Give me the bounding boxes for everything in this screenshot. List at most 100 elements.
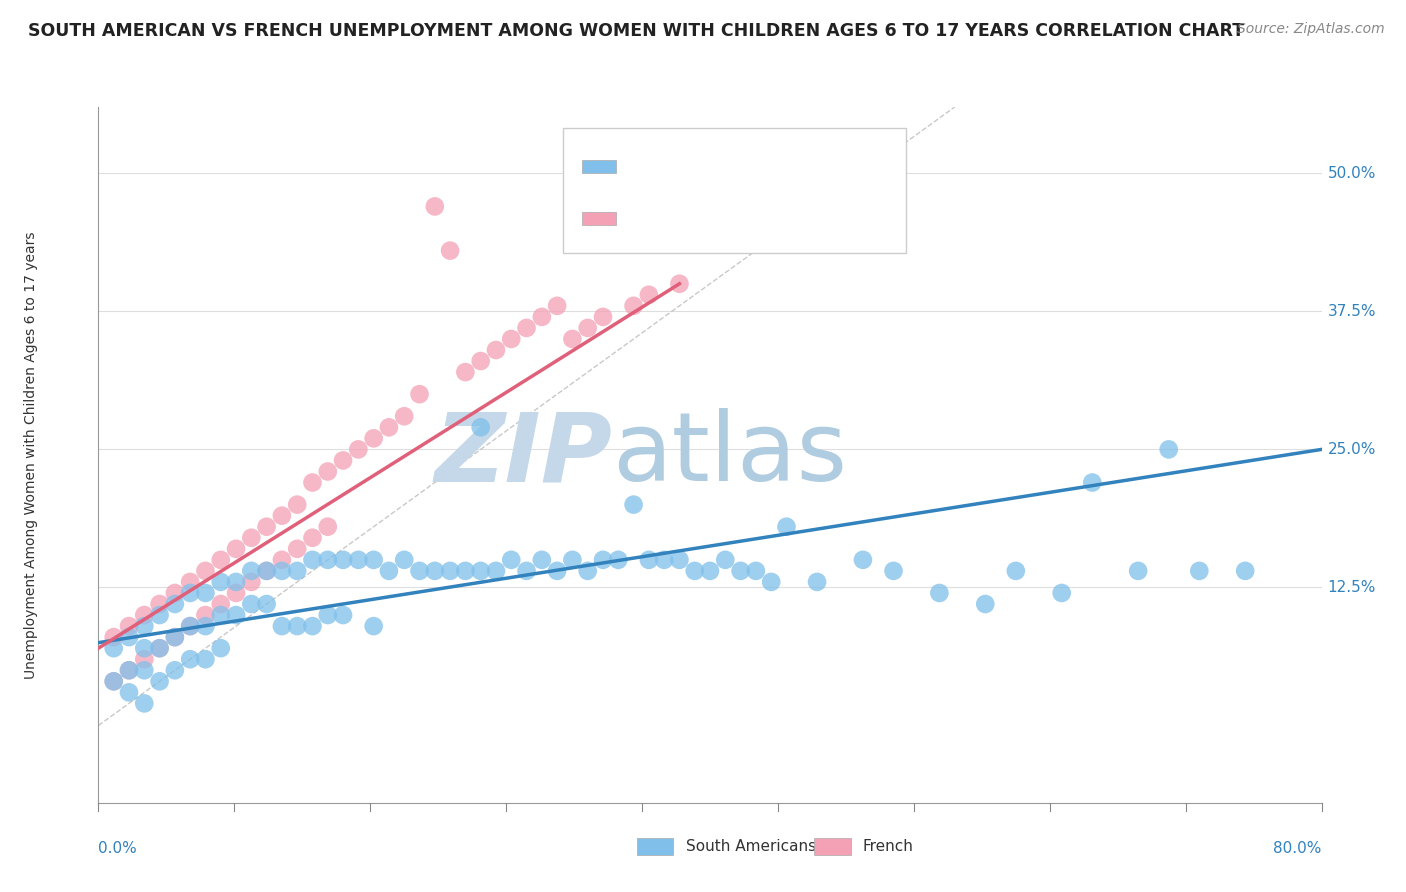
Point <box>285 564 308 578</box>
Point <box>103 630 125 644</box>
Text: 12.5%: 12.5% <box>1327 580 1376 595</box>
Point <box>209 574 232 589</box>
Text: South Americans: South Americans <box>686 838 815 854</box>
Point <box>546 299 568 313</box>
Point <box>149 641 172 656</box>
Text: Unemployment Among Women with Children Ages 6 to 17 years: Unemployment Among Women with Children A… <box>24 231 38 679</box>
Point <box>256 519 278 533</box>
Point <box>561 553 583 567</box>
Point <box>134 608 156 623</box>
Point <box>852 553 875 567</box>
Point <box>103 641 125 656</box>
Point <box>363 619 385 633</box>
Point <box>301 531 323 545</box>
Point <box>270 619 292 633</box>
Point <box>363 431 385 445</box>
Point <box>240 574 263 589</box>
Point <box>745 564 768 578</box>
Point <box>163 586 186 600</box>
Point <box>209 608 232 623</box>
Point <box>118 663 141 677</box>
Point <box>775 519 797 533</box>
Point <box>103 674 125 689</box>
Point <box>623 498 645 512</box>
FancyBboxPatch shape <box>564 128 905 253</box>
Text: 50.0%: 50.0% <box>1327 166 1376 181</box>
Point <box>592 310 614 324</box>
Point <box>485 564 508 578</box>
Point <box>103 674 125 689</box>
Point <box>576 564 599 578</box>
Point <box>256 564 278 578</box>
Point <box>209 553 232 567</box>
Point <box>470 420 492 434</box>
Point <box>301 475 323 490</box>
Point <box>1128 564 1150 578</box>
Point <box>1188 564 1211 578</box>
Point <box>316 608 339 623</box>
Point <box>301 553 323 567</box>
Bar <box>814 838 851 855</box>
Point <box>454 564 477 578</box>
Point <box>118 685 141 699</box>
Point <box>118 630 141 644</box>
Point <box>149 641 172 656</box>
Point <box>1081 475 1104 490</box>
Point <box>530 310 553 324</box>
Point <box>316 553 339 567</box>
Point <box>194 564 217 578</box>
Point <box>714 553 737 567</box>
Point <box>240 531 263 545</box>
Point <box>637 553 661 567</box>
Point <box>347 553 370 567</box>
Point <box>928 586 950 600</box>
Point <box>423 564 446 578</box>
Point <box>530 553 553 567</box>
Point <box>347 442 370 457</box>
Point <box>806 574 828 589</box>
Point <box>179 619 201 633</box>
Point <box>316 519 339 533</box>
Point <box>623 299 645 313</box>
Point <box>454 365 477 379</box>
Point <box>516 564 538 578</box>
Text: French: French <box>863 838 914 854</box>
Point <box>225 574 247 589</box>
Point <box>134 641 156 656</box>
Point <box>225 541 247 556</box>
Bar <box>637 838 673 855</box>
Point <box>501 553 523 567</box>
Point <box>408 564 430 578</box>
Point <box>668 553 690 567</box>
Point <box>439 564 461 578</box>
Point <box>652 553 675 567</box>
Point <box>118 663 141 677</box>
Point <box>378 420 401 434</box>
Point <box>209 641 232 656</box>
Point <box>485 343 508 357</box>
Point <box>179 619 201 633</box>
Point <box>607 553 630 567</box>
Point <box>240 597 263 611</box>
Point <box>163 630 186 644</box>
Point <box>149 597 172 611</box>
Text: atlas: atlas <box>612 409 848 501</box>
Point <box>225 586 247 600</box>
Point <box>134 652 156 666</box>
Point <box>316 465 339 479</box>
Text: R = 0.337   N = 83: R = 0.337 N = 83 <box>630 150 787 169</box>
Text: 80.0%: 80.0% <box>1274 841 1322 856</box>
Text: 37.5%: 37.5% <box>1327 304 1376 318</box>
Point <box>668 277 690 291</box>
Point <box>163 663 186 677</box>
Point <box>209 597 232 611</box>
Text: 0.0%: 0.0% <box>98 841 138 856</box>
Point <box>134 619 156 633</box>
Point <box>285 619 308 633</box>
Point <box>194 586 217 600</box>
Point <box>576 321 599 335</box>
Point <box>163 630 186 644</box>
Point <box>439 244 461 258</box>
Point <box>149 674 172 689</box>
Point <box>194 652 217 666</box>
